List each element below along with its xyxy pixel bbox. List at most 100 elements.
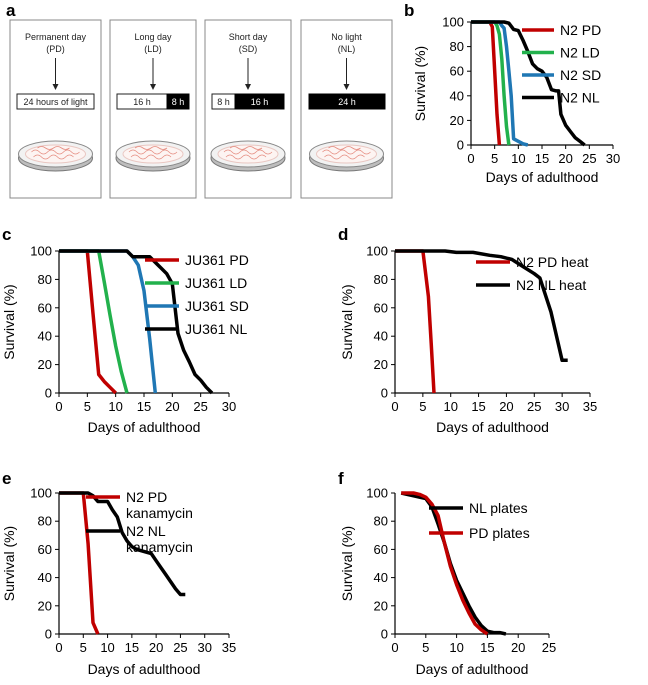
legend-label-line2: kanamycin — [126, 505, 193, 521]
x-tick-label: 15 — [480, 640, 494, 655]
panel-letter-d: d — [338, 225, 348, 244]
legend-label: N2 LD — [560, 45, 600, 61]
series-line-n2-ld — [471, 20, 511, 146]
x-axis-title: Days of adulthood — [88, 419, 201, 435]
condition-ld-abbr: (LD) — [144, 44, 162, 54]
series-line-n2-nl-kanamycin — [59, 491, 186, 597]
x-tick-label: 0 — [55, 399, 62, 414]
legend-label: N2 NL heat — [516, 277, 586, 293]
x-tick-label: 0 — [391, 399, 398, 414]
y-tick-label: 100 — [30, 486, 52, 501]
series-line-n2-nl — [471, 20, 586, 147]
y-tick-label: 40 — [374, 570, 388, 585]
series-line-ju361-sd — [59, 249, 158, 394]
y-tick-label: 20 — [374, 357, 388, 372]
x-tick-label: 30 — [555, 399, 569, 414]
x-tick-label: 30 — [222, 399, 236, 414]
x-tick-label: 25 — [527, 399, 541, 414]
x-tick-label: 0 — [467, 151, 474, 166]
petri-dish-nl — [309, 140, 384, 172]
chart-b: 0 20 40 60 80 100 0 5 10 15 20 25 30 Days of adulthoo… — [412, 15, 620, 186]
condition-ld-arrowhead — [150, 84, 156, 90]
legend-label: JU361 PD — [185, 252, 249, 268]
condition-pd-bar — [16, 93, 95, 110]
y-tick-label: 0 — [381, 386, 388, 401]
legend-label: NL plates — [469, 500, 528, 516]
condition-pd: Permanent day (PD) 24 hours of light — [9, 19, 102, 199]
x-tick-label: 35 — [222, 640, 236, 655]
y-tick-label: 0 — [45, 386, 52, 401]
condition-sd-title: Short day — [229, 32, 268, 42]
y-tick-label: 40 — [38, 570, 52, 585]
x-tick-label: 5 — [84, 399, 91, 414]
y-tick-label: 100 — [30, 244, 52, 259]
y-axis-title: Survival (%) — [339, 526, 355, 601]
series-line-n2-pd-kanamycin — [59, 491, 100, 635]
x-tick-label: 15 — [535, 151, 549, 166]
condition-sd-arrowhead — [245, 84, 251, 90]
y-tick-label: 60 — [38, 300, 52, 315]
x-tick-label: 25 — [173, 640, 187, 655]
series-line-n2-pd-heat — [395, 249, 436, 394]
y-tick-label: 40 — [38, 329, 52, 344]
legend-label: JU361 NL — [185, 321, 247, 337]
y-axis-title: Survival (%) — [1, 284, 17, 359]
x-tick-label: 30 — [197, 640, 211, 655]
panel-letter-f: f — [338, 469, 344, 488]
y-tick-label: 100 — [366, 486, 388, 501]
condition-ld-title: Long day — [134, 32, 172, 42]
x-tick-label: 30 — [606, 151, 620, 166]
x-tick-label: 15 — [125, 640, 139, 655]
x-axis-title: Days of adulthood — [436, 419, 549, 435]
series-line-pd-plates — [401, 491, 489, 636]
condition-ld-light-label: 16 h — [133, 97, 151, 107]
condition-nl: No light (NL) 24 h — [300, 19, 393, 199]
y-tick-label: 20 — [374, 598, 388, 613]
x-tick-label: 35 — [583, 399, 597, 414]
legend-label-line2: kanamycin — [126, 539, 193, 555]
legend-label: N2 PD — [560, 22, 601, 38]
legend-label: JU361 LD — [185, 275, 247, 291]
x-tick-label: 5 — [419, 399, 426, 414]
y-tick-label: 0 — [381, 627, 388, 642]
x-tick-label: 10 — [108, 399, 122, 414]
y-tick-label: 0 — [45, 627, 52, 642]
x-tick-label: 15 — [471, 399, 485, 414]
condition-nl-title: No light — [331, 32, 362, 42]
legend-label: N2 NL — [560, 90, 600, 106]
x-tick-label: 25 — [542, 640, 556, 655]
petri-dish-pd — [18, 140, 93, 172]
series-line-n2-pd — [471, 20, 502, 146]
petri-dish-sd — [210, 140, 286, 172]
x-tick-label: 20 — [499, 399, 513, 414]
legend-label: N2 PD — [126, 489, 167, 505]
y-tick-label: 40 — [450, 88, 464, 103]
series-line-ju361-pd — [59, 249, 117, 395]
x-tick-label: 0 — [391, 640, 398, 655]
y-tick-label: 60 — [374, 300, 388, 315]
y-tick-label: 80 — [450, 39, 464, 54]
x-tick-label: 10 — [449, 640, 463, 655]
y-axis-title: Survival (%) — [1, 526, 17, 601]
x-tick-label: 5 — [80, 640, 87, 655]
y-tick-label: 100 — [442, 15, 464, 30]
y-tick-label: 40 — [374, 329, 388, 344]
condition-sd: Short day (SD) 8 h 16 h — [204, 19, 292, 199]
x-tick-label: 25 — [582, 151, 596, 166]
condition-nl-dark-bar — [308, 93, 386, 110]
condition-nl-arrowhead — [343, 84, 350, 90]
x-tick-label: 20 — [149, 640, 163, 655]
x-tick-label: 15 — [137, 399, 151, 414]
chart-c: 0 20 40 60 80 100 0 5 10 15 20 25 30 Days of adulthoo… — [1, 244, 249, 436]
legend-label: N2 SD — [560, 67, 601, 83]
condition-nl-bar-label: 24 h — [338, 97, 356, 107]
x-tick-label: 10 — [443, 399, 457, 414]
panel-letter-c: c — [2, 225, 11, 244]
x-tick-label: 20 — [165, 399, 179, 414]
condition-pd-abbr: (PD) — [46, 44, 65, 54]
legend-label: N2 NL — [126, 523, 166, 539]
condition-sd-light-label: 8 h — [217, 97, 230, 107]
series-line-n2-nl-heat — [395, 249, 568, 363]
condition-ld-dark-label: 8 h — [172, 97, 185, 107]
